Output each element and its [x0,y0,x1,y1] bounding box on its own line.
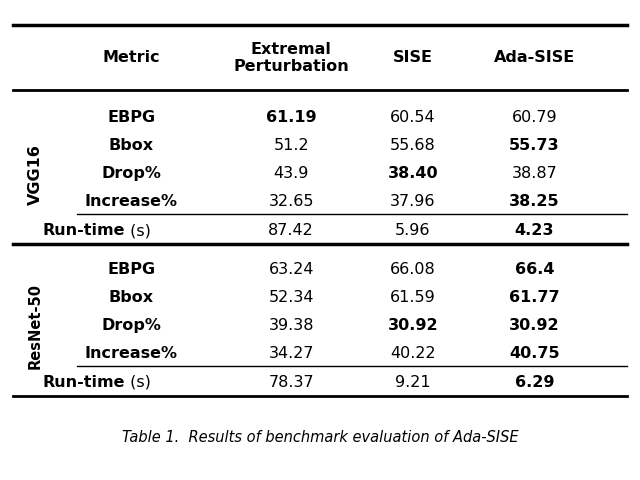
Text: 32.65: 32.65 [268,193,314,209]
Text: 38.40: 38.40 [387,166,438,181]
Text: (s): (s) [125,223,150,238]
Text: Metric: Metric [102,50,160,65]
Text: 43.9: 43.9 [273,166,309,181]
Text: Extremal
Perturbation: Extremal Perturbation [234,41,349,74]
Text: 6.29: 6.29 [515,374,554,389]
Text: 51.2: 51.2 [273,138,309,153]
Text: 87.42: 87.42 [268,223,314,238]
Text: Increase%: Increase% [84,193,178,209]
Text: 40.22: 40.22 [390,345,436,360]
Text: 39.38: 39.38 [268,317,314,332]
Text: SISE: SISE [393,50,433,65]
Text: 34.27: 34.27 [268,345,314,360]
Text: 66.4: 66.4 [515,261,554,276]
Text: 61.19: 61.19 [266,110,317,125]
Text: 38.87: 38.87 [511,166,557,181]
Text: 78.37: 78.37 [268,374,314,389]
Text: 40.75: 40.75 [509,345,560,360]
Text: 63.24: 63.24 [268,261,314,276]
Text: 61.59: 61.59 [390,289,436,304]
Text: 30.92: 30.92 [509,317,560,332]
Text: Table 1.  Results of benchmark evaluation of Ada-SISE: Table 1. Results of benchmark evaluation… [122,429,518,444]
Text: 55.73: 55.73 [509,138,560,153]
Text: VGG16: VGG16 [28,144,43,204]
Text: EBPG: EBPG [107,110,156,125]
Text: (s): (s) [125,374,150,389]
Text: Bbox: Bbox [109,289,154,304]
Text: Ada-SISE: Ada-SISE [494,50,575,65]
Text: 37.96: 37.96 [390,193,436,209]
Text: 55.68: 55.68 [390,138,436,153]
Text: 9.21: 9.21 [395,374,431,389]
Text: Run-time: Run-time [42,223,125,238]
Text: 4.23: 4.23 [515,223,554,238]
Text: 60.54: 60.54 [390,110,436,125]
Text: 61.77: 61.77 [509,289,560,304]
Text: 52.34: 52.34 [268,289,314,304]
Text: 38.25: 38.25 [509,193,560,209]
Text: 66.08: 66.08 [390,261,436,276]
Text: Drop%: Drop% [101,166,161,181]
Text: Increase%: Increase% [84,345,178,360]
Text: Drop%: Drop% [101,317,161,332]
Text: EBPG: EBPG [107,261,156,276]
Text: 60.79: 60.79 [511,110,557,125]
Text: Run-time: Run-time [42,374,125,389]
Text: Bbox: Bbox [109,138,154,153]
Text: 5.96: 5.96 [395,223,431,238]
Text: ResNet-50: ResNet-50 [28,282,43,368]
Text: 30.92: 30.92 [387,317,438,332]
